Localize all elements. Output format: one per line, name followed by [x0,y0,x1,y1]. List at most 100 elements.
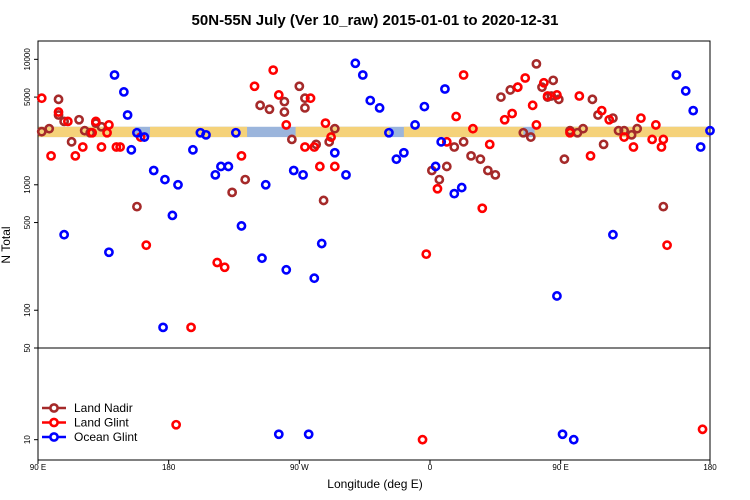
x-tick-label: 90 E [30,463,46,472]
ocean-glint-point [167,210,178,221]
ocean-glint-point [273,429,284,440]
land-glint-point [542,91,553,101]
land-nadir-point [449,142,460,152]
land-glint-point [458,70,469,80]
land-glint-point [77,142,88,152]
x-tick-label: 90 W [290,463,309,472]
land-glint-point [697,424,708,435]
land-glint-point [636,113,646,124]
ocean-glint-point [357,70,368,80]
land-glint-point [552,90,562,100]
ocean-glint-point [419,101,430,112]
land-nadir-point [546,91,557,101]
land-nadir-point [559,154,570,165]
y-tick-label: 100 [23,303,32,317]
land-glint-point [104,120,114,130]
ocean-glint-point [158,322,168,333]
ocean-glint-point [223,161,234,172]
land-glint-point [650,120,661,130]
y-axis-label: N Total [0,226,13,263]
land-nadir-point [613,125,624,136]
land-glint-point [305,93,316,104]
ocean-glint-point [365,95,376,106]
y-tick-label: 10 [23,435,32,444]
ocean-glint-point [680,86,691,96]
land-nadir-point [227,187,238,198]
ocean-glint-point [201,129,211,140]
land-glint-point [647,134,658,145]
land-glint-point [596,105,607,116]
land-glint-point [36,93,47,104]
land-glint-point [186,322,196,333]
x-tick-label: 90 E [552,463,568,472]
legend-label-land-nadir: Land Nadir [74,401,133,415]
land-nadir-point [490,169,501,180]
ocean-glint-point [230,127,241,138]
land-glint-point [417,434,428,445]
land-nadir-point [598,139,609,150]
land-glint-point [574,91,585,101]
ocean-glint-point [188,144,198,155]
ocean-glint-point [430,161,441,172]
land-glint-point [320,118,331,129]
land-nadir-point [286,134,297,145]
land-glint-point [512,82,523,93]
ocean-glint-point [440,84,450,94]
land-nadir-point [279,96,290,107]
ocean-glint-point [341,169,351,180]
land-nadir-point [518,127,529,138]
land-glint-point [585,150,596,161]
y-tick-label: 500 [23,215,32,229]
land-glint-point [300,142,310,152]
land-glint-point [604,114,615,125]
land-glint-point [326,132,336,142]
land-glint-point [468,123,478,134]
land-glint-point [658,134,669,145]
land-glint-point [111,142,122,152]
land-band-segment [295,126,389,138]
land-nadir-point [632,123,643,134]
land-glint-point [520,73,531,83]
ocean-glint-point [410,120,420,130]
ocean-glint-point [329,147,340,158]
y-tick-label: 5000 [23,88,32,106]
data-points [36,58,715,445]
land-nadir-point [300,103,310,113]
land-glint-point [268,65,279,76]
land-nadir-point [59,116,70,127]
ocean-glint-point [374,103,385,113]
land-glint-point [619,132,630,142]
land-glint-point [62,116,73,127]
ocean-glint-point [281,264,292,275]
ocean-glint-point [316,238,327,249]
land-glint-point [441,136,452,147]
ocean-glint-point [118,87,129,97]
land-nadir-point [132,201,142,212]
ocean-glint-point [173,179,183,190]
ocean-glint-point [104,247,114,258]
land-nadir-point [578,123,588,134]
land-glint-point [499,114,510,125]
ocean-glint-point [139,132,150,142]
land-glint-point [527,100,538,111]
land-glint-point [484,139,495,150]
land-nadir-point [531,58,542,69]
land-glint-point [219,262,230,273]
land-nadir-point [44,123,55,134]
land-glint-point [70,150,81,161]
ocean-glint-point [236,221,247,231]
legend-marker-ocean-glint [49,432,59,442]
land-nadir-point [324,136,335,147]
land-nadir-point [525,132,536,142]
land-glint-point [628,142,639,152]
land-nadir-point [300,93,310,104]
land-nadir-point [441,161,452,172]
ocean-glint-point [298,169,308,180]
legend-label-land-glint: Land Glint [74,416,129,430]
land-glint-point [538,77,549,88]
ocean-glint-point [132,127,142,138]
ocean-glint-point [671,70,682,80]
ocean-glint-point [391,154,402,165]
